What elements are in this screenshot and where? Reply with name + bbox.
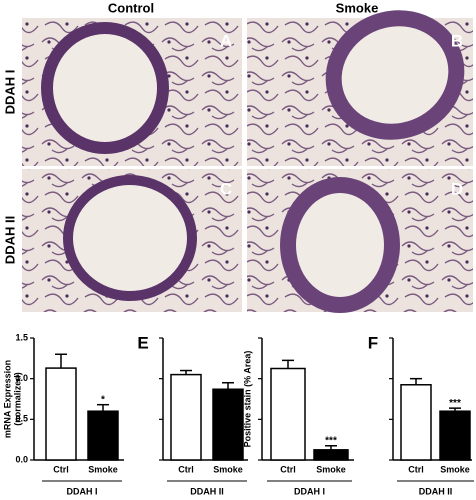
micrograph — [247, 10, 473, 166]
column-label: Smoke — [336, 0, 379, 15]
x-tick-label: Ctrl — [408, 464, 424, 474]
panel-label: C — [220, 179, 232, 198]
bar — [87, 410, 119, 461]
micrograph — [22, 18, 242, 166]
x-axis-label: DDAH I — [67, 486, 98, 496]
x-axis-label: DDAH I — [294, 486, 325, 496]
micrograph — [22, 169, 242, 312]
bar — [400, 384, 432, 461]
column-label: Control — [108, 0, 154, 15]
bar — [270, 367, 306, 461]
panel-label: D — [451, 179, 463, 198]
significance: *** — [325, 435, 337, 446]
y-tick-label: 1.5 — [15, 332, 28, 342]
significance: * — [101, 394, 105, 405]
x-axis-label: DDAH II — [190, 486, 224, 496]
y-axis-label: mRNA Expression — [2, 360, 12, 438]
y-axis-label: (normalized) — [12, 372, 22, 426]
x-tick-label: Ctrl — [280, 464, 296, 474]
y-tick-label: 0.5 — [15, 414, 28, 424]
bar — [439, 410, 471, 461]
x-tick-label: Smoke — [316, 464, 346, 474]
x-tick-label: Smoke — [88, 464, 118, 474]
micrograph — [247, 169, 473, 313]
bar — [170, 373, 202, 461]
x-tick-label: Smoke — [440, 464, 470, 474]
x-tick-label: Ctrl — [178, 464, 194, 474]
panel-label: F — [368, 333, 378, 352]
x-axis-label: DDAH II — [419, 486, 453, 496]
panel-label: B — [451, 31, 463, 50]
bar — [45, 367, 77, 461]
row-label: DDAH I — [2, 70, 17, 115]
y-axis-label: Positive stain (% Area) — [242, 351, 252, 448]
panel-label: A — [220, 31, 232, 50]
significance: *** — [449, 398, 461, 409]
x-tick-label: Smoke — [213, 464, 243, 474]
row-label: DDAH II — [2, 216, 17, 264]
bar — [313, 449, 349, 461]
bar — [212, 388, 244, 461]
panel-label: E — [137, 333, 148, 352]
y-tick-label: 1.0 — [15, 373, 28, 383]
x-tick-label: Ctrl — [53, 464, 69, 474]
y-tick-label: 0.0 — [15, 454, 28, 464]
